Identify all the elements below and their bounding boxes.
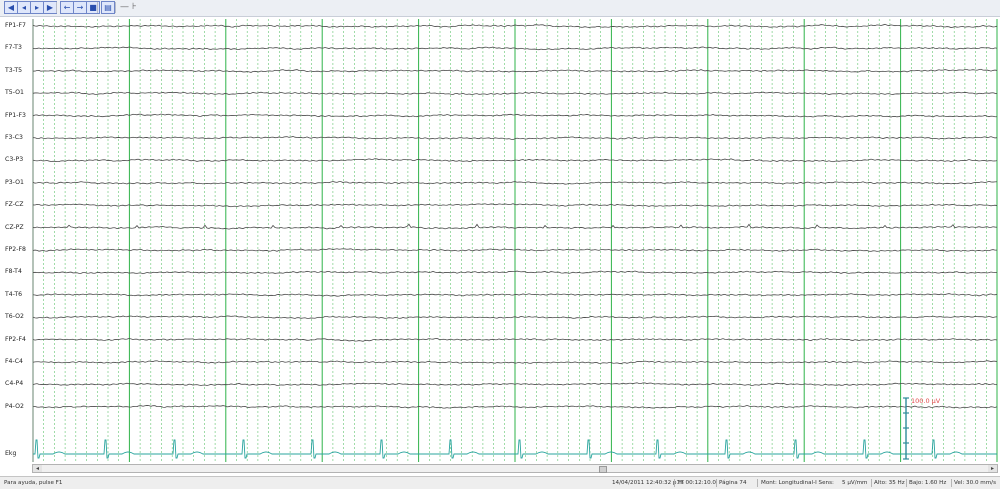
channel-label: F4-C4	[5, 358, 23, 365]
trace-p3-o1	[32, 180, 998, 185]
trace-t5-o1	[32, 91, 998, 95]
channel-label: T3-T5	[5, 66, 23, 74]
eeg-view[interactable]: FP1-F7 F7-T3 T3-T5 T5-O1 FP1-F3 F3-C3 C3-P3 P3-…	[0, 17, 1000, 464]
ekg-channel-label: Ekg	[5, 450, 17, 457]
channel-label: F3-C3	[5, 134, 23, 141]
step-forward-button[interactable]: →	[73, 1, 87, 14]
speed-text: Vel: 30.0 mm/s	[954, 480, 996, 486]
trace-p4-o2	[32, 404, 998, 409]
trace-cz-pz	[32, 223, 998, 230]
trace-c3-p3	[32, 158, 998, 163]
scroll-left-arrow[interactable]: ◂	[33, 465, 42, 472]
channel-label: T6-O2	[5, 313, 24, 321]
trace-f8-t4	[32, 270, 998, 275]
trace-f4-c4	[32, 360, 998, 365]
datetime-text: 14/04/2011 12:40:32 p.m	[612, 480, 684, 486]
channel-label: T5-O1	[5, 89, 24, 97]
channel-label: CZ-PZ	[5, 223, 24, 231]
record-button[interactable]: ■	[86, 1, 100, 14]
scroll-right-arrow[interactable]: ▸	[988, 465, 997, 472]
help-text: Para ayuda, pulse F1	[4, 480, 63, 486]
channel-label: FZ-CZ	[5, 201, 24, 209]
trace-fp1-f3	[32, 113, 998, 118]
trace-fz-cz	[32, 203, 998, 208]
trace-fp2-f4	[32, 338, 998, 342]
trace-c4-p4	[32, 382, 998, 386]
trace-t4-t6	[32, 293, 998, 297]
channel-label: F7-T3	[5, 44, 22, 52]
elapsed-time-text: TT 00:12:10.0	[677, 480, 716, 486]
channel-label: FP2-F8	[5, 246, 26, 253]
calibration-label: 100.0 µV	[911, 397, 941, 405]
channel-label: C3-P3	[5, 156, 24, 164]
toolbar: ◀ ◂ ▸ ▶ ← → ■ ▤ — ⊦	[0, 0, 1000, 17]
channel-label: FP1-F3	[5, 111, 26, 119]
high-filter-text: Alto: 35 Hz	[874, 480, 905, 486]
channel-label: C4-P4	[5, 380, 24, 388]
trace-ekg	[33, 439, 997, 459]
channel-label: T4-T6	[5, 290, 23, 298]
trace-f7-t3	[32, 46, 998, 51]
trace-f3-c3	[32, 136, 998, 141]
page-number-text: Página 74	[719, 480, 747, 486]
last-page-button[interactable]: ▶	[43, 1, 57, 14]
trace-fp1-f7	[32, 23, 998, 28]
next-page-button[interactable]: ▸	[30, 1, 44, 14]
trace-t6-o2	[32, 315, 998, 319]
step-back-button[interactable]: ←	[60, 1, 74, 14]
eeg-traces	[32, 19, 998, 462]
horizontal-scrollbar[interactable]: ◂ ▸	[32, 464, 998, 473]
channel-label: FP2-F4	[5, 335, 26, 343]
channel-label: F8-T4	[5, 268, 22, 276]
montage-text: Mont: Longitudinal-I Sens:	[761, 480, 834, 486]
first-page-button[interactable]: ◀	[4, 1, 18, 14]
montage-button[interactable]: ▤	[101, 1, 115, 14]
channel-label: P3-O1	[5, 178, 24, 186]
low-filter-text: Bajo: 1.60 Hz	[909, 480, 947, 486]
marker-tool-button[interactable]: — ⊦	[120, 2, 137, 12]
channel-label: FP1-F7	[5, 22, 26, 29]
trace-fp2-f8	[32, 248, 998, 252]
trace-t3-t5	[32, 68, 998, 73]
channel-label: P4-O2	[5, 402, 24, 410]
prev-page-button[interactable]: ◂	[17, 1, 31, 14]
scroll-thumb[interactable]	[599, 466, 607, 473]
sensitivity-text: 5 µV/mm	[842, 480, 868, 486]
status-bar: Para ayuda, pulse F1 14/04/2011 12:40:32…	[0, 476, 1000, 489]
